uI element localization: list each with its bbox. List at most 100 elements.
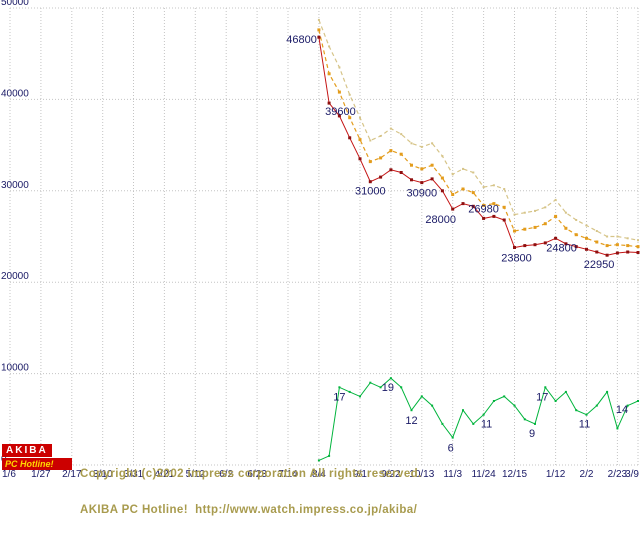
data-point-marker <box>368 160 372 164</box>
data-point-marker <box>389 127 392 130</box>
data-label: 28000 <box>425 214 456 226</box>
x-axis-label: 3/10 <box>93 469 113 480</box>
data-point-marker <box>492 214 496 218</box>
average-price-line <box>318 29 639 248</box>
data-point-marker <box>338 386 341 389</box>
data-point-marker <box>348 390 351 393</box>
x-axis-label: 1/6 <box>2 469 16 480</box>
series-average-price <box>317 28 640 249</box>
data-point-marker <box>564 211 567 214</box>
data-point-marker <box>585 236 588 240</box>
data-point-marker <box>420 167 424 171</box>
data-label: 9 <box>529 428 535 440</box>
price-history-chart: 010000200003000040000500001/61/272/173/1… <box>1 0 640 480</box>
data-point-marker <box>410 178 413 182</box>
x-axis-label: 3/31 <box>124 469 144 480</box>
copyright-line1: Copyright (c)2002 impress corporation Al… <box>80 468 422 480</box>
data-point-marker <box>574 233 578 237</box>
data-point-marker <box>461 187 465 191</box>
data-point-marker <box>358 138 362 142</box>
data-point-marker <box>513 246 516 249</box>
data-label: 11 <box>579 419 590 431</box>
pc-hotline-logo-text: PC Hotline! <box>2 458 72 470</box>
data-point-marker <box>575 219 578 221</box>
data-point-marker <box>523 227 527 231</box>
data-label: 14 <box>616 404 628 416</box>
x-axis-label: 2/2 <box>580 469 594 480</box>
y-axis-label: 50000 <box>1 0 29 8</box>
shop-count-line <box>318 377 639 461</box>
data-point-marker <box>513 229 516 233</box>
data-point-marker <box>523 211 526 214</box>
data-point-marker <box>533 243 537 247</box>
data-point-marker <box>358 157 362 161</box>
data-point-marker <box>564 226 568 230</box>
x-axis-label: 11/24 <box>471 469 496 480</box>
data-point-marker <box>637 239 639 242</box>
x-axis-label: 6/23 <box>247 469 267 480</box>
data-point-marker <box>544 206 547 209</box>
x-axis-label: 5/12 <box>186 469 206 480</box>
highest-price-line <box>318 19 639 241</box>
x-axis-labels: 1/6 1/27 2/17 3/10 3/31 4/21 5/12 6/2 6/23 7/14 8/… <box>2 469 639 480</box>
data-point-marker <box>636 245 640 249</box>
data-point-marker <box>430 163 434 167</box>
data-point-marker <box>595 404 598 407</box>
x-axis-label: 2/23 <box>608 469 628 480</box>
x-axis-label: 9/1 <box>353 469 367 480</box>
data-label: 30900 <box>407 188 438 200</box>
data-point-marker <box>606 390 609 393</box>
x-axis-label: 1/12 <box>546 469 566 480</box>
data-point-marker <box>317 35 321 39</box>
data-point-marker <box>482 413 485 416</box>
data-point-marker <box>554 214 558 218</box>
chart-page: 010000200003000040000500001/61/272/173/1… <box>1 0 640 516</box>
data-point-marker <box>482 203 486 207</box>
x-axis-label: 1/27 <box>31 469 51 480</box>
data-point-marker <box>503 188 506 190</box>
data-point-marker <box>554 236 558 240</box>
data-point-marker <box>399 171 403 174</box>
akiba-logo-text: AKIBA <box>2 444 52 457</box>
data-label: 17 <box>536 391 548 403</box>
data-label: 11 <box>481 419 492 431</box>
data-point-marker <box>431 404 434 407</box>
data-label: 39600 <box>325 106 356 118</box>
data-point-marker <box>615 251 619 255</box>
x-axis-label: 7/14 <box>278 469 298 480</box>
data-point-marker <box>400 386 403 389</box>
data-point-marker <box>616 235 619 238</box>
data-point-marker <box>420 181 424 185</box>
grid <box>9 7 639 466</box>
data-label: 46800 <box>286 34 317 46</box>
data-point-marker <box>492 202 496 206</box>
data-point-marker <box>523 244 527 248</box>
data-point-marker <box>327 101 331 105</box>
data-point-marker <box>605 253 609 257</box>
data-point-marker <box>626 250 630 254</box>
data-point-marker <box>637 400 639 402</box>
data-label: 6 <box>448 443 454 455</box>
data-point-marker <box>585 224 588 227</box>
copyright-line2: AKIBA PC Hotline! http://www.watch.impre… <box>80 504 418 516</box>
data-label: 17 <box>333 391 345 403</box>
data-point-marker <box>595 230 598 232</box>
data-point-marker <box>605 244 609 248</box>
data-label: 23800 <box>501 253 532 265</box>
data-point-marker <box>533 225 537 229</box>
data-point-marker <box>441 422 444 425</box>
data-label: 12 <box>405 415 417 427</box>
data-point-marker <box>337 90 341 94</box>
data-point-marker <box>338 66 341 69</box>
data-point-marker <box>595 240 599 244</box>
data-point-marker <box>317 459 320 462</box>
data-point-marker <box>585 247 588 251</box>
data-point-marker <box>462 409 464 412</box>
data-point-marker <box>451 173 454 176</box>
data-point-marker <box>399 152 403 156</box>
data-point-marker <box>440 189 444 193</box>
data-point-marker <box>492 400 495 402</box>
x-axis-label: 12/15 <box>502 469 527 480</box>
data-label: 22950 <box>584 259 615 271</box>
data-point-marker <box>410 409 413 412</box>
